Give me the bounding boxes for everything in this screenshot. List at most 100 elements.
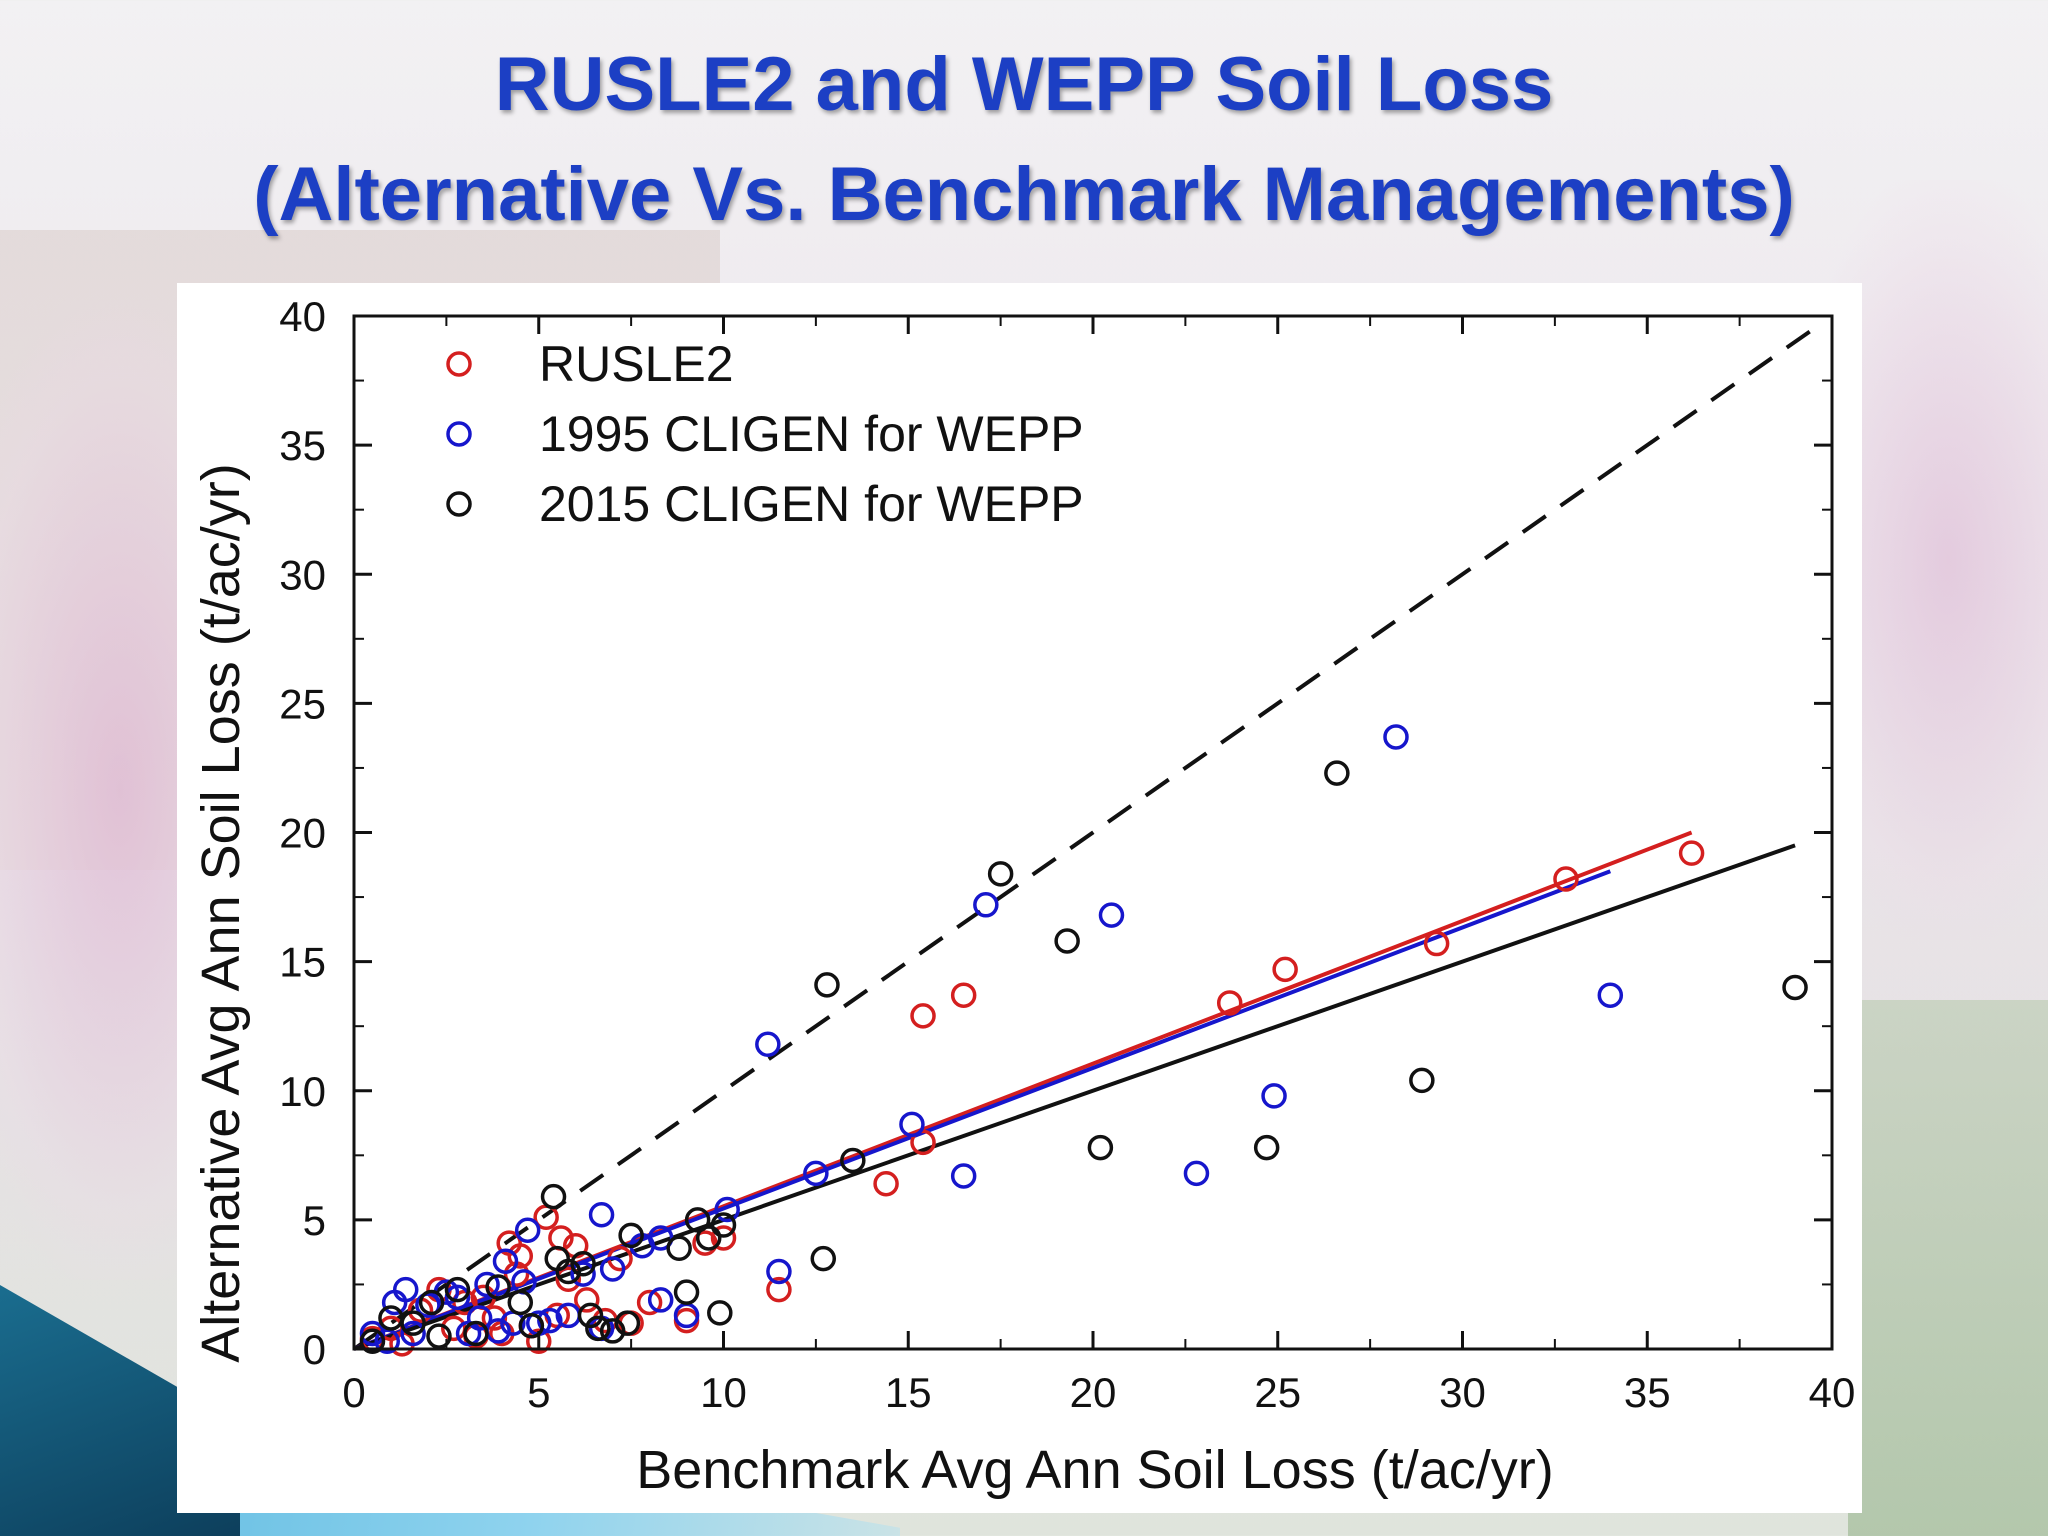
data-point [766, 1258, 792, 1285]
data-point [1553, 866, 1579, 892]
x-axis-title: Benchmark Avg Ann Soil Loss (t/ac/yr) [636, 1440, 1553, 1500]
trend-line [353, 869, 1612, 1351]
data-point [673, 1279, 700, 1305]
data-point [555, 1266, 582, 1293]
data-point [492, 1248, 519, 1274]
data-point [973, 892, 999, 918]
data-point [950, 1163, 977, 1189]
x-tick-label: 5 [527, 1369, 550, 1416]
x-tick-label: 10 [700, 1369, 747, 1416]
legend-marker [446, 351, 472, 377]
axes: 0 5 10 15 20 25 30 35 40 0 5 10 15 20 25 30 35 40 [279, 293, 1855, 1416]
data-point [666, 1235, 692, 1262]
data-point [359, 1320, 386, 1347]
legend: RUSLE2 1995 CLIGEN for WEPP 2015 CLIGEN fo… [446, 336, 1084, 532]
data-point [463, 1320, 489, 1347]
y-tick-label: 30 [279, 551, 326, 598]
data-point [636, 1289, 663, 1316]
x-tick-label: 30 [1439, 1369, 1486, 1416]
data-point [1087, 1134, 1114, 1161]
data-point [1423, 930, 1450, 957]
data-point [577, 1302, 604, 1329]
y-tick-label: 0 [303, 1326, 326, 1373]
data-point [518, 1313, 545, 1339]
data-point [899, 1111, 925, 1138]
data-point [910, 1129, 936, 1156]
data-point [810, 1245, 837, 1272]
data-point [1261, 1083, 1287, 1109]
data-point [1782, 974, 1808, 1001]
data-point [714, 1196, 740, 1223]
data-point [873, 1170, 899, 1197]
data-point [755, 1031, 781, 1058]
data-point [599, 1256, 626, 1282]
data-point [537, 1307, 563, 1334]
data-point [555, 1258, 582, 1285]
data-point [374, 1328, 401, 1355]
data-point [507, 1289, 534, 1316]
x-tick-label: 35 [1624, 1369, 1671, 1416]
data-point [574, 1287, 600, 1313]
data-point [418, 1289, 445, 1316]
data-points [359, 724, 1808, 1357]
x-tick-label: 40 [1809, 1369, 1856, 1416]
data-point [392, 1276, 419, 1303]
data-point [618, 1222, 644, 1249]
data-point [803, 1160, 829, 1187]
one-to-one-line [352, 327, 1815, 1351]
scatter-chart: 0 5 10 15 20 25 30 35 40 0 5 10 15 20 25 30 35 40 RUSLE2 1… [191, 293, 1855, 1500]
data-point [570, 1251, 596, 1277]
data-point [415, 1292, 441, 1318]
legend-label: RUSLE2 [539, 336, 734, 392]
data-point [766, 1276, 792, 1303]
data-point [695, 1225, 722, 1251]
data-point [585, 1315, 611, 1342]
data-point [1098, 902, 1125, 928]
data-point [710, 1225, 737, 1251]
data-point [1324, 760, 1350, 786]
x-tick-label: 15 [885, 1369, 932, 1416]
data-point [570, 1261, 596, 1287]
y-tick-label: 10 [279, 1068, 326, 1115]
x-tick-label: 0 [342, 1369, 365, 1416]
data-point [426, 1323, 452, 1349]
data-point [1054, 928, 1080, 954]
legend-marker [446, 491, 472, 517]
legend-label: 2015 CLIGEN for WEPP [539, 476, 1084, 532]
data-point [444, 1284, 471, 1311]
data-point [1272, 956, 1298, 983]
data-point [614, 1310, 641, 1336]
data-point [707, 1300, 733, 1326]
data-point [474, 1271, 500, 1298]
y-tick-label: 35 [279, 422, 326, 469]
data-point [540, 1183, 567, 1210]
slide-title: RUSLE2 and WEPP Soil Loss (Alternative V… [0, 30, 2048, 250]
y-tick-label: 15 [279, 939, 326, 986]
data-point [1409, 1067, 1435, 1094]
y-tick-label: 5 [303, 1197, 326, 1244]
data-point [684, 1207, 711, 1233]
legend-label: 1995 CLIGEN for WEPP [539, 406, 1084, 462]
data-point [359, 1328, 386, 1355]
data-point [485, 1274, 511, 1300]
data-point [1216, 990, 1243, 1016]
slide-title-line-2: (Alternative Vs. Benchmark Managements) [253, 152, 1795, 237]
data-point [710, 1212, 737, 1238]
data-point [444, 1276, 471, 1303]
data-point [987, 861, 1014, 887]
data-point [588, 1201, 615, 1228]
x-tick-label: 25 [1254, 1369, 1301, 1416]
data-point [692, 1230, 718, 1256]
data-point [950, 982, 977, 1008]
data-point [840, 1147, 866, 1174]
data-point [400, 1320, 426, 1347]
data-point [507, 1243, 534, 1269]
legend-marker [446, 421, 472, 447]
slide-title-line-1: RUSLE2 and WEPP Soil Loss [494, 42, 1554, 127]
data-point [647, 1225, 674, 1251]
data-point [466, 1305, 493, 1331]
data-point [526, 1328, 552, 1355]
y-tick-label: 25 [279, 680, 326, 727]
y-tick-label: 40 [279, 293, 326, 340]
data-point [1183, 1160, 1210, 1187]
